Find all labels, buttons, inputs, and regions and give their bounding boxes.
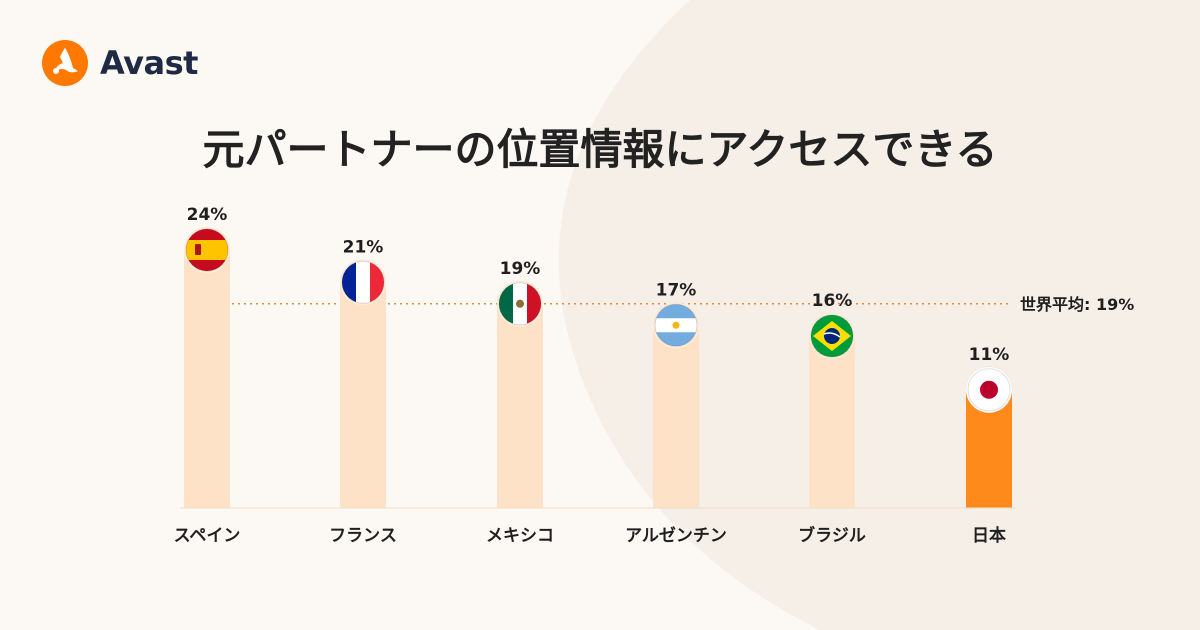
brazil-flag-icon: [810, 314, 854, 358]
value-label: 16%: [812, 291, 853, 311]
category-label: フランス: [329, 526, 397, 546]
brand-name: Avast: [100, 44, 198, 82]
bar: [184, 227, 230, 508]
value-label: 24%: [187, 205, 228, 225]
mexico-flag-icon: [498, 282, 542, 326]
avast-logo-icon: [42, 40, 88, 86]
argentina-flag-icon: [654, 303, 698, 347]
value-label: 17%: [656, 280, 697, 300]
bar: [497, 280, 543, 508]
chart-title: 元パートナーの位置情報にアクセスできる: [202, 125, 998, 174]
bar: [809, 313, 855, 508]
category-label: 日本: [972, 525, 1006, 546]
value-label: 19%: [500, 259, 541, 279]
brand[interactable]: Avast: [40, 38, 198, 88]
bar: [653, 302, 699, 508]
value-label: 11%: [969, 345, 1010, 365]
bar: [340, 259, 386, 508]
value-label: 21%: [343, 237, 384, 257]
category-label: スペイン: [174, 526, 241, 546]
france-flag-icon: [341, 260, 385, 304]
japan-flag-icon: [967, 368, 1011, 412]
category-label: メキシコ: [486, 526, 554, 546]
spain-flag-icon: [185, 228, 229, 272]
category-label: ブラジル: [798, 525, 866, 546]
reference-label: 世界平均: 19%: [1020, 295, 1134, 314]
category-label: アルゼンチン: [625, 525, 727, 546]
